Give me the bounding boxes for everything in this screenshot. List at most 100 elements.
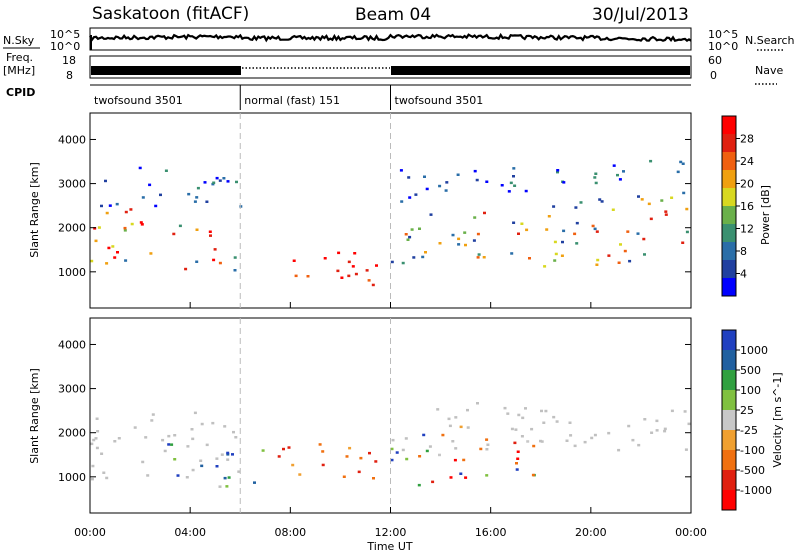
power-return-cell [513, 184, 517, 187]
velocity-return-cell [517, 413, 521, 417]
velocity-return-cell [226, 453, 230, 456]
velocity-return-cell [568, 421, 572, 424]
power-return-cell [617, 261, 621, 264]
power-return-cell [517, 232, 520, 235]
power-return-cell [113, 256, 117, 259]
velocity-return-cell [447, 417, 451, 421]
power-colorbar-tick-label: 16 [740, 200, 754, 213]
velocity-return-cell [417, 483, 421, 487]
velocity-return-cell [565, 439, 569, 442]
power-return-cell [438, 184, 442, 188]
power-return-cell [457, 243, 461, 246]
velocity-colorbar: 1000 500 100 25 -25 -100 -500 -1000 [721, 329, 772, 511]
power-return-cell [148, 183, 152, 187]
power-return-cell [399, 169, 403, 172]
velocity-colorbar-tick-label: -1000 [740, 484, 772, 497]
velocity-return-cell [190, 428, 194, 431]
power-return-cell [574, 206, 578, 209]
velocity-colorbar-tick-label: 500 [740, 364, 761, 377]
velocity-colorbar-tick-label: 100 [740, 384, 761, 397]
y-tick-label: 3000 [58, 178, 86, 191]
velocity-return-cell [223, 476, 227, 480]
velocity-return-cell [117, 437, 121, 440]
velocity-return-cell [573, 444, 577, 448]
velocity-scatter [90, 402, 691, 488]
velocity-return-cell [670, 409, 674, 413]
power-return-cell [294, 274, 298, 278]
power-colorbar-swatch [722, 170, 736, 189]
power-return-cell [425, 187, 429, 191]
velocity-colorbar-swatch [722, 470, 736, 491]
velocity-return-cell [193, 411, 197, 415]
velocity-return-cell [485, 438, 489, 441]
velocity-return-cell [428, 445, 432, 448]
power-return-cell [390, 260, 394, 264]
power-return-cell [429, 213, 433, 216]
nsearch-label: N.Search [745, 34, 795, 47]
power-return-cell [400, 200, 404, 203]
velocity-return-cell [287, 446, 291, 449]
velocity-colorbar-tick-label: -500 [740, 464, 765, 477]
time-x-axis: 00:00 04:00 08:00 12:00 16:00 20:00 00:00 [74, 302, 707, 539]
velocity-return-cell [105, 476, 109, 480]
power-return-cell [500, 184, 504, 187]
power-return-cell [640, 198, 644, 201]
radar-title: Saskatoon (fitACF) [92, 4, 249, 24]
velocity-return-cell [234, 436, 238, 439]
velocity-return-cell [218, 485, 222, 488]
x-axis-label: Time UT [366, 540, 412, 553]
power-return-cell [178, 224, 182, 228]
velocity-return-cell [405, 457, 409, 461]
velocity-colorbar-tick-label: -100 [740, 444, 765, 457]
velocity-colorbar-tick-label: -25 [740, 424, 758, 437]
velocity-return-cell [655, 429, 659, 432]
velocity-return-cell [569, 434, 573, 437]
power-return-cell [213, 248, 217, 251]
velocity-return-cell [144, 436, 148, 439]
cpid-segments: twofsound 3501 normal (fast) 151 twofsound… [94, 85, 483, 110]
velocity-return-cell [345, 455, 349, 458]
power-return-cell [129, 208, 133, 211]
nave-tick-top: 60 [708, 54, 722, 67]
power-return-cell [154, 204, 158, 208]
velocity-return-cell [506, 412, 510, 415]
power-return-cell [560, 254, 564, 257]
velocity-return-cell [438, 453, 441, 457]
nsky-tick-top: 10^5 [50, 28, 80, 41]
velocity-return-cell [532, 444, 536, 448]
power-scatter [90, 159, 689, 287]
power-return-cell [618, 178, 622, 181]
velocity-return-cell [687, 422, 691, 426]
power-return-cell [375, 264, 378, 267]
power-colorbar-swatch [722, 152, 736, 171]
velocity-return-cell [448, 424, 452, 428]
power-return-cell [124, 210, 128, 214]
velocity-return-cell [200, 422, 204, 426]
velocity-return-cell [226, 458, 230, 461]
velocity-colorbar-label: Velocity [m s^-1] [771, 372, 784, 467]
power-return-cell [367, 279, 371, 282]
velocity-return-cell [141, 460, 145, 464]
velocity-return-cell [92, 438, 96, 442]
velocity-colorbar-swatch [722, 430, 736, 451]
velocity-return-cell [176, 474, 180, 477]
velocity-return-cell [151, 413, 155, 416]
power-return-cell [418, 227, 421, 230]
velocity-return-cell [449, 476, 453, 479]
power-return-cell [512, 167, 516, 170]
velocity-return-cell [401, 448, 405, 452]
velocity-return-cell [232, 430, 235, 434]
power-return-cell [108, 204, 112, 207]
power-return-cell [598, 198, 602, 201]
power-return-cell [512, 221, 516, 224]
power-return-cell [520, 222, 524, 225]
velocity-return-cell [390, 447, 394, 451]
velocity-return-cell [555, 420, 559, 423]
velocity-return-cell [191, 468, 195, 472]
power-return-cell [195, 260, 199, 263]
power-return-cell [124, 259, 128, 262]
velocity-return-cell [520, 435, 524, 438]
power-return-cell [477, 253, 481, 256]
power-return-cell [196, 186, 200, 190]
power-return-cell [681, 241, 685, 244]
